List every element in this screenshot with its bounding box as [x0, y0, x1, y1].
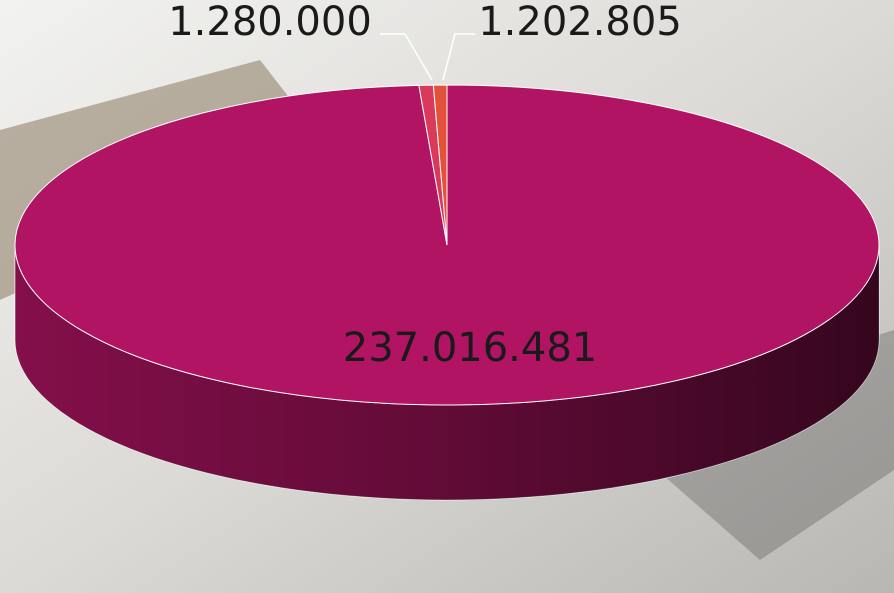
data-label: 237.016.481: [343, 325, 597, 371]
chart: 237.016.481 1.280.000 1.202.805: [0, 0, 894, 593]
page: {"chart_data": {"type": "pie3d", "catego…: [0, 0, 894, 593]
data-label: 1.202.805: [478, 0, 682, 45]
data-label: 1.280.000: [168, 0, 372, 45]
pie: [15, 85, 879, 500]
